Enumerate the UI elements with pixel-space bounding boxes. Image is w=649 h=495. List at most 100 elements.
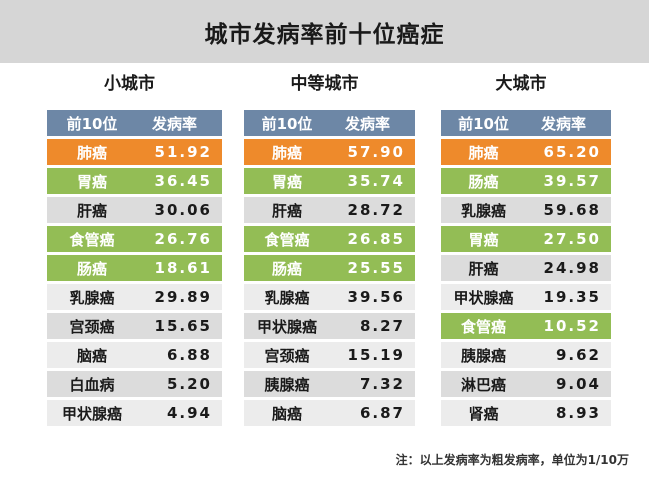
cancer-name: 胰腺癌 [460, 346, 506, 365]
incidence-rate: 4.94 [166, 404, 212, 422]
table-row: 肝癌 30.06 [47, 197, 222, 223]
table-row: 肺癌 65.20 [441, 139, 611, 165]
incidence-rate: 35.74 [347, 172, 405, 190]
table-row: 淋巴癌 9.04 [441, 371, 611, 397]
incidence-rate: 6.88 [166, 346, 212, 364]
cancer-name: 肺癌 [271, 143, 302, 162]
incidence-rate: 65.20 [543, 143, 601, 161]
incidence-rate: 8.27 [359, 317, 405, 335]
table-row: 食管癌 10.52 [441, 313, 611, 339]
table-row: 胃癌 27.50 [441, 226, 611, 252]
table-row: 肠癌 25.55 [244, 255, 415, 281]
incidence-rate: 36.45 [154, 172, 212, 190]
table-small-city: 前10位 发病率肺癌 51.92 胃癌 36.45 肝癌 30.06 食管癌 26.76 肠癌 18… [47, 110, 222, 429]
group-small-city: 小城市 前10位 发病率肺癌 51.92 胃癌 36.45 肝癌 30.06 食管癌 26.76… [47, 70, 222, 426]
table-header: 前10位 发病率 [244, 110, 415, 136]
incidence-rate: 30.06 [154, 201, 212, 219]
table-row: 乳腺癌 39.56 [244, 284, 415, 310]
table-row: 肺癌 57.90 [244, 139, 415, 165]
cancer-name: 肠癌 [76, 259, 107, 278]
cancer-name: 食管癌 [69, 230, 115, 249]
cancer-name: 肝癌 [76, 201, 107, 220]
incidence-rate: 15.19 [347, 346, 405, 364]
table-row: 胃癌 36.45 [47, 168, 222, 194]
group-title: 中等城市 [290, 74, 359, 94]
table-row: 胃癌 35.74 [244, 168, 415, 194]
cancer-name: 乳腺癌 [69, 288, 115, 307]
incidence-rate: 9.62 [555, 346, 601, 364]
table-row: 肝癌 28.72 [244, 197, 415, 223]
cancer-name: 乳腺癌 [460, 201, 506, 220]
table-row: 乳腺癌 59.68 [441, 197, 611, 223]
table-row: 脑癌 6.87 [244, 400, 415, 426]
group-title: 小城市 [104, 74, 155, 94]
incidence-rate: 10.52 [543, 317, 601, 335]
incidence-rate: 28.72 [347, 201, 405, 219]
incidence-rate: 59.68 [543, 201, 601, 219]
cancer-name: 胃癌 [468, 230, 499, 249]
cancer-name: 肾癌 [468, 404, 499, 423]
group-title: 大城市 [495, 74, 547, 94]
incidence-rate: 8.93 [555, 404, 601, 422]
cancer-name: 前10位 [261, 114, 313, 133]
incidence-rate: 27.50 [543, 230, 601, 248]
cancer-name: 胃癌 [271, 172, 302, 191]
table-row: 宫颈癌 15.65 [47, 313, 222, 339]
incidence-rate: 19.35 [543, 288, 601, 306]
table-row: 肠癌 18.61 [47, 255, 222, 281]
cancer-name: 白血病 [69, 375, 115, 394]
page-title: 城市发病率前十位癌症 [204, 21, 445, 48]
table-row: 肝癌 24.98 [441, 255, 611, 281]
table-medium-city: 前10位 发病率肺癌 57.90 胃癌 35.74 肝癌 28.72 食管癌 26.85 肠癌 25… [244, 110, 415, 429]
incidence-rate: 51.92 [154, 143, 212, 161]
table-row: 甲状腺癌 8.27 [244, 313, 415, 339]
table-row: 脑癌 6.88 [47, 342, 222, 368]
table-row: 肠癌 39.57 [441, 168, 611, 194]
cancer-name: 淋巴癌 [460, 375, 506, 394]
cancer-name: 胰腺癌 [264, 375, 310, 394]
incidence-rate: 18.61 [154, 259, 212, 277]
incidence-rate: 发病率 [344, 114, 390, 133]
cancer-name: 肝癌 [468, 259, 499, 278]
table-row: 食管癌 26.76 [47, 226, 222, 252]
group-medium-city: 中等城市 前10位 发病率肺癌 57.90 胃癌 35.74 肝癌 28.72 食管癌 26.8… [244, 70, 415, 426]
incidence-rate: 5.20 [166, 375, 212, 393]
incidence-rate: 9.04 [555, 375, 601, 393]
table-row: 胰腺癌 9.62 [441, 342, 611, 368]
cancer-name: 肺癌 [76, 143, 107, 162]
table-row: 甲状腺癌 4.94 [47, 400, 222, 426]
incidence-rate: 39.56 [347, 288, 405, 306]
table-row: 乳腺癌 29.89 [47, 284, 222, 310]
cancer-name: 宫颈癌 [264, 346, 310, 365]
incidence-rate: 26.76 [154, 230, 212, 248]
table-row: 甲状腺癌 19.35 [441, 284, 611, 310]
cancer-name: 肺癌 [468, 143, 499, 162]
table-row: 白血病 5.20 [47, 371, 222, 397]
group-large-city: 大城市 前10位 发病率肺癌 65.20 肠癌 39.57 乳腺癌 59.68 胃癌 27.50… [441, 70, 611, 426]
cancer-name: 前10位 [458, 114, 509, 133]
table-row: 肺癌 51.92 [47, 139, 222, 165]
incidence-rate: 29.89 [154, 288, 212, 306]
cancer-name: 甲状腺癌 [453, 288, 514, 307]
cancer-name: 胃癌 [76, 172, 107, 191]
incidence-rate: 发病率 [151, 114, 197, 133]
incidence-rate: 发病率 [540, 114, 586, 133]
table-large-city: 前10位 发病率肺癌 65.20 肠癌 39.57 乳腺癌 59.68 胃癌 27.50 肝癌 24… [441, 110, 611, 429]
footnote: 注：以上发病率为粗发病率，单位为1/10万 [395, 453, 629, 467]
title-banner: 城市发病率前十位癌症 [0, 0, 649, 63]
incidence-rate: 25.55 [347, 259, 405, 277]
incidence-rate: 26.85 [347, 230, 405, 248]
incidence-rate: 6.87 [359, 404, 405, 422]
table-row: 胰腺癌 7.32 [244, 371, 415, 397]
cancer-name: 肝癌 [271, 201, 302, 220]
incidence-rate: 57.90 [347, 143, 405, 161]
table-header: 前10位 发病率 [47, 110, 222, 136]
cancer-name: 食管癌 [264, 230, 310, 249]
incidence-rate: 7.32 [359, 375, 405, 393]
cancer-name: 食管癌 [460, 317, 506, 336]
incidence-rate: 39.57 [543, 172, 601, 190]
cancer-name: 脑癌 [271, 404, 302, 423]
incidence-rate: 15.65 [154, 317, 212, 335]
cancer-name: 乳腺癌 [264, 288, 310, 307]
table-row: 食管癌 26.85 [244, 226, 415, 252]
